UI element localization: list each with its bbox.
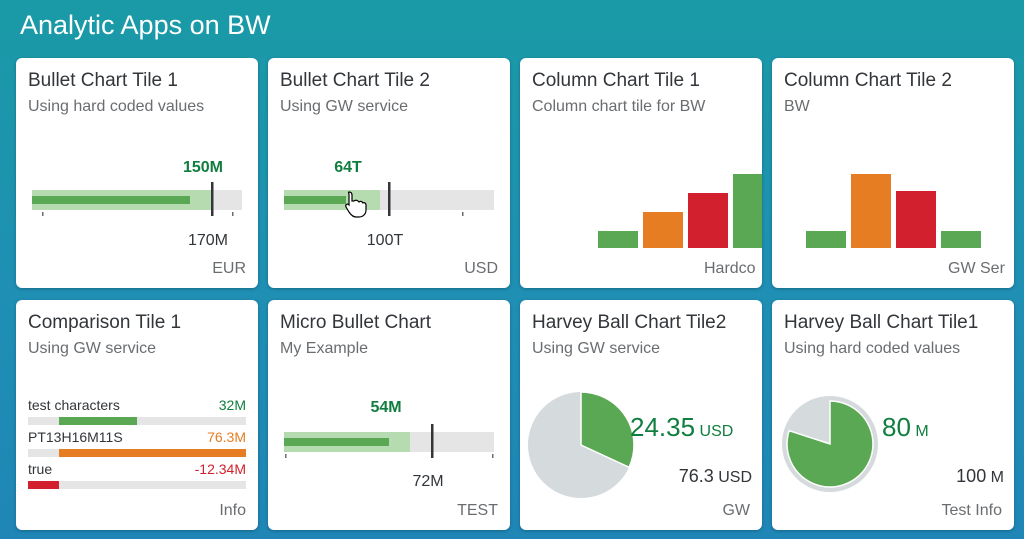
tile-subtitle: Using hard coded values — [784, 340, 961, 357]
comparison-track — [28, 481, 246, 489]
column-chart — [598, 174, 762, 248]
harvey-value-unit: USD — [699, 423, 734, 440]
column-bar — [643, 212, 683, 248]
comparison-value: 32M — [218, 397, 246, 413]
harvey-ball-chart — [528, 391, 635, 498]
harvey-value-unit: M — [915, 423, 929, 440]
comparison-row: true -12.34M — [28, 461, 246, 497]
tile-micro-bullet-chart[interactable]: Micro Bullet Chart My Example 54M 72M TE… — [268, 300, 510, 530]
harvey-total-unit: M — [990, 469, 1004, 486]
comparison-label: PT13H16M11S — [28, 429, 123, 445]
harvey-value-number: 24.35 — [630, 412, 696, 442]
harvey-total-unit: USD — [718, 469, 752, 486]
tile-subtitle: BW — [784, 98, 810, 115]
column-chart — [806, 174, 981, 248]
comparison-bar — [59, 449, 246, 457]
comparison-row: PT13H16M11S 76.3M — [28, 429, 246, 465]
harvey-ball-fraction — [580, 391, 635, 469]
comparison-value: -12.34M — [194, 461, 246, 477]
tile-subtitle: Column chart tile for BW — [532, 98, 706, 115]
bullet-actual-bar — [32, 196, 190, 204]
tile-comparison-1[interactable]: Comparison Tile 1 Using GW service test … — [16, 300, 258, 530]
comparison-bar — [59, 417, 137, 425]
tile-title: Column Chart Tile 1 — [532, 70, 700, 91]
comparison-value: 76.3M — [207, 429, 246, 445]
tile-title: Comparison Tile 1 — [28, 312, 182, 333]
tile-subtitle: Using GW service — [28, 340, 157, 357]
comparison-bar — [28, 481, 59, 489]
tile-harvey-ball-1[interactable]: Harvey Ball Chart Tile1 Using hard coded… — [772, 300, 1014, 530]
tile-title: Column Chart Tile 2 — [784, 70, 952, 91]
comparison-track — [28, 417, 246, 425]
tile-bullet-chart-2[interactable]: Bullet Chart Tile 2 Using GW service 64T… — [268, 58, 510, 288]
bullet-target-label: 170M — [188, 232, 228, 249]
bullet-tick — [285, 454, 287, 458]
tile-bullet-chart-1[interactable]: Bullet Chart Tile 1 Using hard coded val… — [16, 58, 258, 288]
comparison-label: true — [28, 461, 53, 477]
comparison-track — [28, 449, 246, 457]
column-bar — [896, 191, 936, 248]
harvey-ball-chart — [782, 396, 878, 492]
column-bar — [733, 174, 762, 248]
bullet-actual-bar — [284, 196, 346, 204]
tile-title: Bullet Chart Tile 2 — [280, 70, 430, 91]
bullet-chart: 150M 170M — [32, 159, 242, 249]
bullet-target-marker — [211, 182, 214, 216]
bullet-value-label: 150M — [183, 159, 223, 176]
comparison-row: test characters 32M — [28, 397, 246, 433]
bullet-actual-bar — [284, 438, 389, 446]
harvey-total-number: 100 — [956, 466, 987, 486]
harvey-total-number: 76.3 — [678, 466, 714, 486]
column-bar — [941, 231, 981, 248]
column-bar — [806, 231, 846, 248]
harvey-ball-fraction — [786, 400, 874, 488]
bullet-value-label: 64T — [334, 159, 362, 176]
harvey-total: 100 M — [956, 466, 1004, 487]
tile-title: Harvey Ball Chart Tile2 — [532, 312, 727, 333]
column-bar — [688, 193, 728, 248]
harvey-total: 76.3 USD — [679, 466, 752, 487]
bullet-tick — [42, 212, 44, 216]
column-bar — [598, 231, 638, 248]
bullet-target-label: 100T — [367, 232, 404, 249]
page-title: Analytic Apps on BW — [20, 10, 271, 40]
harvey-value: 80 M — [882, 412, 929, 443]
bullet-target-marker — [388, 182, 391, 216]
hand-cursor-icon — [345, 191, 367, 218]
tile-title: Bullet Chart Tile 1 — [28, 70, 178, 91]
comparison-label: test characters — [28, 397, 120, 413]
tile-footer: GW Ser — [948, 260, 1005, 277]
tile-subtitle: Using hard coded values — [28, 98, 205, 115]
tile-footer: Info — [219, 502, 246, 519]
tile-column-chart-2[interactable]: Column Chart Tile 2 BW GW Ser — [772, 58, 1014, 288]
bullet-tick — [462, 212, 464, 216]
bullet-chart: 54M 72M — [284, 399, 494, 490]
bullet-tick — [232, 212, 234, 216]
tile-footer: Hardco — [704, 260, 756, 277]
tile-harvey-ball-2[interactable]: Harvey Ball Chart Tile2 Using GW service… — [520, 300, 762, 530]
tile-subtitle: My Example — [280, 340, 369, 357]
bullet-target-marker — [431, 424, 434, 458]
tile-subtitle: Using GW service — [280, 98, 409, 115]
tile-subtitle: Using GW service — [532, 340, 661, 357]
tile-footer: GW — [722, 502, 750, 519]
tile-title: Micro Bullet Chart — [280, 312, 431, 333]
tile-footer: Test Info — [941, 502, 1002, 519]
tile-title: Harvey Ball Chart Tile1 — [784, 312, 979, 333]
harvey-value: 24.35 USD — [630, 412, 733, 443]
bullet-value-label: 54M — [370, 399, 401, 416]
bullet-target-label: 72M — [412, 473, 443, 490]
bullet-chart: 64T 100T — [284, 159, 494, 249]
tile-column-chart-1[interactable]: Column Chart Tile 1 Column chart tile fo… — [520, 58, 762, 288]
bullet-tick — [492, 454, 494, 458]
tile-footer: USD — [464, 260, 498, 277]
harvey-value-number: 80 — [882, 412, 911, 442]
tile-footer: TEST — [457, 502, 498, 519]
column-bar — [851, 174, 891, 248]
tile-footer: EUR — [212, 260, 246, 277]
